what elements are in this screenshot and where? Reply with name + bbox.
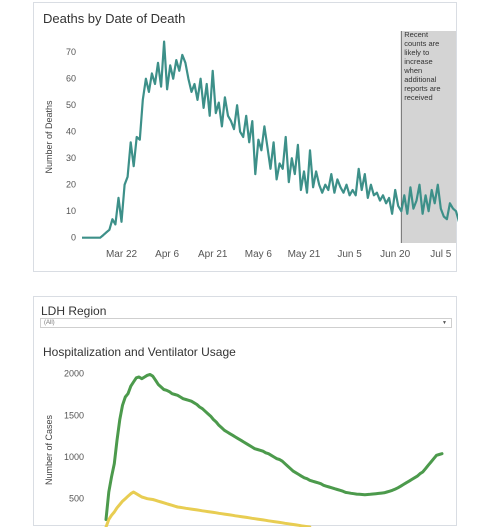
y-tick-label: 10 <box>66 206 76 216</box>
annotation-line: additional <box>404 75 436 84</box>
chevron-down-icon: ▼ <box>442 320 447 326</box>
y-tick-label: 40 <box>66 127 76 137</box>
y-tick-label: 1000 <box>64 452 84 462</box>
annotation-line: reports are <box>404 84 440 93</box>
y-tick-label: 60 <box>66 74 76 84</box>
x-tick-label: Apr 6 <box>155 249 179 260</box>
region-dropdown[interactable]: (All) ▼ <box>40 318 452 328</box>
y-tick-label: 70 <box>66 47 76 57</box>
annotation-line: Recent <box>404 30 429 39</box>
hospitalization-panel: LDH Region (All) ▼ Hospitalization and V… <box>33 296 458 527</box>
deaths-series-line <box>82 40 458 239</box>
y-tick-label: 20 <box>66 180 76 190</box>
region-dropdown-value: (All) <box>44 320 55 326</box>
y-tick-label: 0 <box>71 233 76 243</box>
y-tick-label: 30 <box>66 153 76 163</box>
hospitalized-series-line <box>104 373 444 521</box>
y-tick-label: 500 <box>69 494 84 504</box>
x-tick-label: Apr 21 <box>198 249 228 260</box>
x-tick-label: Jun 20 <box>380 249 410 260</box>
x-tick-label: May 21 <box>288 249 321 260</box>
annotation-line: likely to <box>404 48 429 57</box>
annotation-line: counts are <box>404 39 439 48</box>
y-tick-label: 50 <box>66 100 76 110</box>
x-tick-label: Jun 5 <box>337 249 362 260</box>
y-tick-label: 2000 <box>64 369 84 379</box>
ventilator-series-line <box>104 490 312 527</box>
deaths-chart-title: Deaths by Date of Death <box>43 11 186 26</box>
y-axis-label: Number of Cases <box>44 414 54 485</box>
y-tick-label: 1500 <box>64 410 84 420</box>
annotation-line: received <box>404 93 432 102</box>
annotation-line: increase <box>404 57 432 66</box>
x-tick-label: May 6 <box>245 249 273 260</box>
x-tick-label: Mar 22 <box>106 249 138 260</box>
hospitalization-chart[interactable]: 500 1000 1500 2000 Number of Cases <box>34 297 458 527</box>
region-filter-label: LDH Region <box>41 304 107 318</box>
annotation-line: when <box>403 66 422 75</box>
x-tick-label: Jul 5 <box>430 249 452 260</box>
hospitalization-chart-title: Hospitalization and Ventilator Usage <box>43 345 236 359</box>
y-axis-label: Number of Deaths <box>44 100 54 174</box>
deaths-panel: Deaths by Date of Death Recent counts are… <box>33 2 458 273</box>
